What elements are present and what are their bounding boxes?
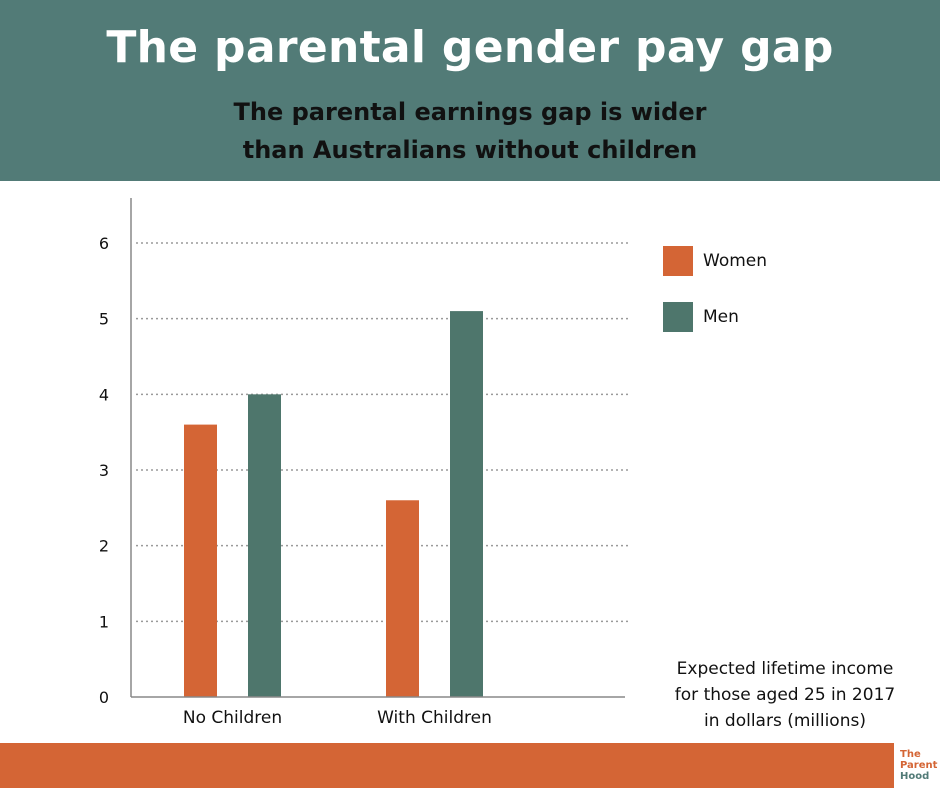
note-line-2: for those aged 25 in 2017 xyxy=(674,685,896,705)
bar-women-1 xyxy=(386,500,419,697)
y-tick-label: 4 xyxy=(99,385,109,404)
y-tick-label: 6 xyxy=(99,234,109,253)
legend-label-men: Men xyxy=(703,307,739,327)
x-tick-labels: No Children With Children xyxy=(183,708,492,728)
logo-line-3: Hood xyxy=(900,771,930,782)
bar-men-0 xyxy=(248,394,281,697)
subtitle-line-1: The parental earnings gap is wider xyxy=(233,98,707,126)
y-tick-label: 5 xyxy=(99,310,109,329)
y-tick-labels: 0 1 2 3 4 5 6 xyxy=(99,234,109,707)
bar-chart: 0 1 2 3 4 5 6 No Children With Children xyxy=(99,198,628,728)
bar-women-0 xyxy=(184,424,217,697)
logo-line-2: Parent xyxy=(900,760,938,771)
x-tick-label: No Children xyxy=(183,708,282,728)
note-line-3: in dollars (millions) xyxy=(704,711,866,731)
legend-swatch-men xyxy=(663,302,693,332)
y-tick-label: 3 xyxy=(99,461,109,480)
x-tick-label: With Children xyxy=(377,708,492,728)
legend-label-women: Women xyxy=(703,251,768,271)
header-banner: The parental gender pay gap The parental… xyxy=(0,0,940,181)
bars xyxy=(184,311,483,697)
y-tick-label: 2 xyxy=(99,537,109,556)
page-subtitle: The parental earnings gap is wider than … xyxy=(0,93,940,169)
grid-lines xyxy=(136,242,628,623)
logo-line-1: The xyxy=(900,749,921,760)
note-line-1: Expected lifetime income xyxy=(676,659,894,679)
legend-swatch-women xyxy=(663,246,693,276)
footer-bar xyxy=(0,743,940,788)
subtitle-line-2: than Australians without children xyxy=(242,136,698,164)
bar-men-1 xyxy=(450,311,483,697)
parent-hood-logo: The Parent Hood xyxy=(894,743,940,788)
page-title: The parental gender pay gap xyxy=(106,22,834,73)
y-tick-label: 1 xyxy=(99,612,109,631)
y-tick-label: 0 xyxy=(99,688,109,707)
chart-note: Expected lifetime income for those aged … xyxy=(655,656,915,734)
